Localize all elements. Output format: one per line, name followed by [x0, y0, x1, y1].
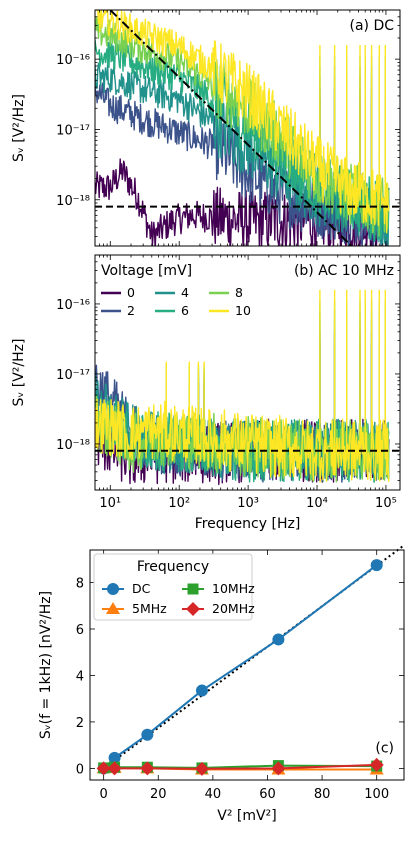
legend-title: Frequency	[137, 559, 209, 575]
legend-marker-5MHz	[106, 602, 120, 614]
x-tick-label: 10⁵	[375, 496, 397, 511]
data-point-20MHz	[194, 761, 209, 776]
x-tick-label: 10³	[237, 496, 259, 511]
plot-area	[95, 10, 400, 246]
y-tick-label: 2	[76, 716, 84, 731]
data-point-DC	[272, 633, 285, 646]
x-axis-label: Frequency [Hz]	[195, 516, 301, 532]
series-10-line	[95, 10, 390, 234]
y-tick-label: 10⁻¹⁶	[56, 298, 90, 313]
panel-annotation: (b) AC 10 MHz	[294, 263, 394, 279]
y-tick-label: 10⁻¹⁸	[56, 194, 90, 209]
data-point-DC	[370, 559, 383, 572]
data-point-20MHz	[96, 761, 111, 776]
y-axis-label: Sᵥ(f = 1kHz) [nV²/Hz]	[38, 591, 54, 739]
axes-frame	[94, 9, 401, 247]
legend-label-10: 10	[235, 303, 251, 318]
series-10-line	[95, 289, 390, 483]
legend-label-4: 4	[181, 285, 189, 300]
y-tick-label: 0	[76, 762, 84, 777]
x-tick-label: 20	[150, 787, 167, 802]
x-axis-label: V² [mV²]	[217, 808, 276, 824]
y-tick-label: 10⁻¹⁷	[56, 123, 90, 138]
x-tick-label: 0	[100, 787, 108, 802]
legend-title: Voltage [mV]	[101, 263, 192, 279]
x-tick-label: 10⁴	[306, 496, 328, 511]
x-tick-label: 40	[205, 787, 222, 802]
panel-annotation: (c)	[375, 740, 394, 756]
x-tick-label: 60	[259, 787, 276, 802]
data-point-20MHz	[369, 757, 384, 772]
legend-box	[93, 553, 253, 621]
axes-frame	[89, 549, 405, 781]
legend-marker-DC	[107, 583, 119, 595]
legend-label-2: 2	[127, 303, 135, 318]
y-tick-label: 6	[76, 623, 84, 638]
y-tick-label: 10⁻¹⁸	[56, 438, 90, 453]
data-point-DC	[195, 684, 208, 697]
legend-label-6: 6	[181, 303, 189, 318]
y-tick-label: 10⁻¹⁷	[56, 368, 90, 383]
legend-label-8: 8	[235, 285, 243, 300]
data-point-DC	[108, 751, 121, 764]
axes-frame	[94, 254, 401, 491]
y-axis-label: Sᵥ [V²/Hz]	[11, 339, 27, 407]
data-point-20MHz	[140, 761, 155, 776]
x-tick-label: 80	[314, 787, 331, 802]
y-tick-label: 8	[76, 577, 84, 592]
legend-label-DC: DC	[132, 581, 151, 596]
legend-label-0: 0	[127, 285, 135, 300]
x-tick-label: 100	[364, 787, 389, 802]
legend-label-20MHz: 20MHz	[212, 601, 255, 616]
legend-marker-10MHz	[187, 583, 199, 595]
y-axis-label: Sᵥ [V²/Hz]	[11, 94, 27, 162]
data-point-20MHz	[271, 761, 286, 776]
legend-label-5MHz: 5MHz	[132, 601, 167, 616]
plot-area	[95, 289, 400, 486]
data-point-DC	[141, 728, 154, 741]
reference-line-dashdot	[109, 10, 353, 246]
legend-marker-20MHz	[186, 602, 200, 616]
data-point-20MHz	[107, 761, 122, 776]
y-tick-label: 4	[76, 669, 84, 684]
legend-label-10MHz: 10MHz	[212, 581, 255, 596]
panel-annotation: (a) DC	[349, 18, 394, 34]
panel-c: 0 20 40 60 80 100 0 2 4 6 8 V² [mV²] Sᵥ(f = 1kHz) [n…	[38, 544, 405, 824]
x-tick-label: 10²	[168, 496, 190, 511]
y-tick-label: 10⁻¹⁶	[56, 53, 90, 68]
x-tick-label: 10¹	[99, 496, 121, 511]
panel-a: 10⁻¹⁸ 10⁻¹⁷ 10⁻¹⁶ Sᵥ [V²/Hz] (a) DC	[11, 9, 401, 247]
panel-b: 10⁻¹⁸ 10⁻¹⁷ 10⁻¹⁶ 10¹ 10² 10³ 10⁴ 10⁵ Sᵥ [V²/Hz]…	[11, 254, 401, 532]
